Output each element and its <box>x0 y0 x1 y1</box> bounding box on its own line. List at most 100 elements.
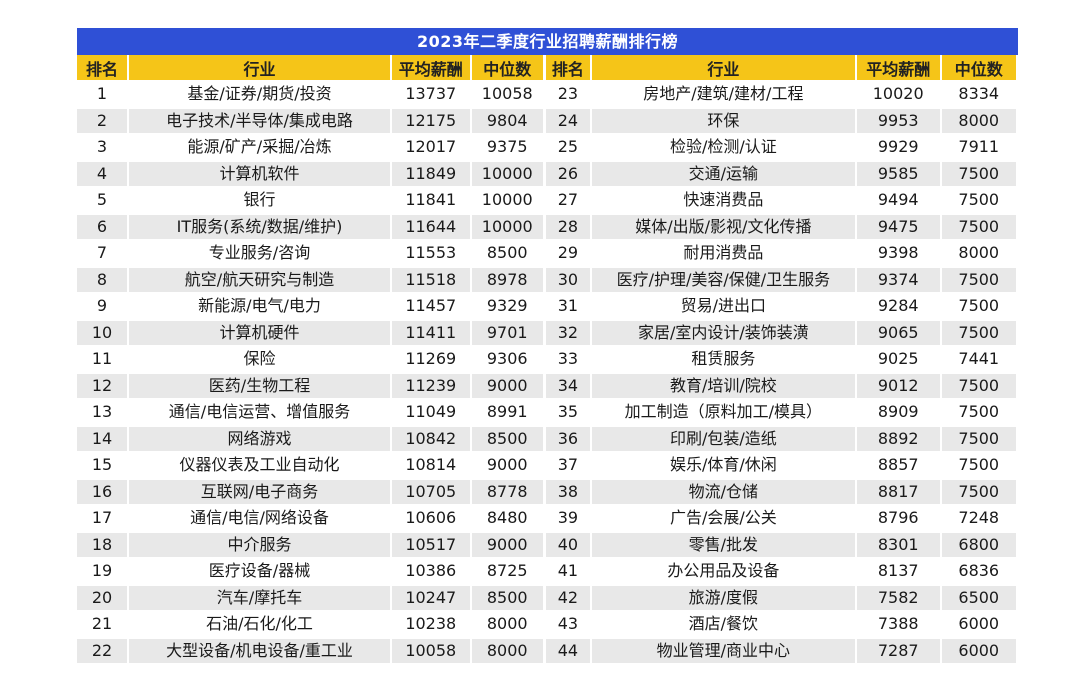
table-row: 3 能源/矿产/采掘/冶炼 12017 9375 25 检验/检测/认证 9929 7911 <box>77 135 1018 162</box>
cell-rank-left: 18 <box>77 532 129 559</box>
cell-rank-right: 39 <box>545 506 592 533</box>
cell-rank-right: 38 <box>545 479 592 506</box>
cell-avg-right: 8857 <box>856 453 942 480</box>
cell-median-right: 7500 <box>941 373 1018 400</box>
cell-avg-right: 9494 <box>856 188 942 215</box>
cell-rank-right: 32 <box>545 320 592 347</box>
cell-avg-right: 9953 <box>856 108 942 135</box>
cell-avg-left: 13737 <box>392 82 472 109</box>
cell-avg-left: 11239 <box>392 373 472 400</box>
cell-avg-right: 9929 <box>856 135 942 162</box>
header-median-left: 中位数 <box>471 55 546 82</box>
cell-rank-left: 7 <box>77 241 129 268</box>
cell-median-left: 10000 <box>471 161 546 188</box>
cell-avg-right: 8892 <box>856 426 942 453</box>
cell-avg-right: 9025 <box>856 347 942 374</box>
table-row: 5 银行 11841 10000 27 快速消费品 9494 7500 <box>77 188 1018 215</box>
cell-rank-left: 4 <box>77 161 129 188</box>
cell-avg-left: 11849 <box>392 161 472 188</box>
cell-median-left: 9701 <box>471 320 546 347</box>
table-row: 8 航空/航天研究与制造 11518 8978 30 医疗/护理/美容/保健/卫生服务 93… <box>77 267 1018 294</box>
cell-industry-left: 能源/矿产/采掘/冶炼 <box>128 135 393 162</box>
cell-median-right: 8000 <box>941 241 1018 268</box>
header-industry-left: 行业 <box>128 55 393 82</box>
cell-median-right: 8000 <box>941 108 1018 135</box>
cell-industry-right: 旅游/度假 <box>591 585 857 612</box>
table-row: 22 大型设备/机电设备/重工业 10058 8000 44 物业管理/商业中心 7287 6… <box>77 638 1018 665</box>
cell-median-left: 8480 <box>471 506 546 533</box>
ranking-table: 排名 行业 平均薪酬 中位数 排名 行业 平均薪酬 中位数 1 基金/证券/期货/… <box>77 55 1018 665</box>
cell-rank-left: 19 <box>77 559 129 586</box>
cell-median-right: 7500 <box>941 320 1018 347</box>
cell-avg-right: 9585 <box>856 161 942 188</box>
cell-avg-right: 10020 <box>856 82 942 109</box>
cell-avg-left: 10247 <box>392 585 472 612</box>
cell-industry-right: 快速消费品 <box>591 188 857 215</box>
cell-industry-right: 租赁服务 <box>591 347 857 374</box>
cell-industry-left: 新能源/电气/电力 <box>128 294 393 321</box>
cell-industry-left: 航空/航天研究与制造 <box>128 267 393 294</box>
cell-median-right: 7500 <box>941 453 1018 480</box>
table-row: 15 仪器仪表及工业自动化 10814 9000 37 娱乐/体育/休闲 8857 7500 <box>77 453 1018 480</box>
cell-rank-right: 27 <box>545 188 592 215</box>
table-row: 13 通信/电信运营、增值服务 11049 8991 35 加工制造（原料加工/模具） 89… <box>77 400 1018 427</box>
cell-industry-right: 媒体/出版/影视/文化传播 <box>591 214 857 241</box>
cell-industry-right: 广告/会展/公关 <box>591 506 857 533</box>
cell-rank-left: 15 <box>77 453 129 480</box>
cell-avg-right: 9398 <box>856 241 942 268</box>
cell-rank-right: 42 <box>545 585 592 612</box>
table-row: 10 计算机硬件 11411 9701 32 家居/室内设计/装饰装潢 9065 7500 <box>77 320 1018 347</box>
cell-industry-left: 计算机硬件 <box>128 320 393 347</box>
table-row: 7 专业服务/咨询 11553 8500 29 耐用消费品 9398 8000 <box>77 241 1018 268</box>
cell-avg-left: 11553 <box>392 241 472 268</box>
cell-rank-right: 44 <box>545 638 592 665</box>
cell-rank-left: 8 <box>77 267 129 294</box>
cell-median-right: 7500 <box>941 400 1018 427</box>
cell-median-right: 7500 <box>941 426 1018 453</box>
cell-industry-left: 通信/电信运营、增值服务 <box>128 400 393 427</box>
header-median-right: 中位数 <box>941 55 1018 82</box>
cell-industry-left: 银行 <box>128 188 393 215</box>
cell-avg-left: 10517 <box>392 532 472 559</box>
cell-avg-left: 11049 <box>392 400 472 427</box>
cell-avg-right: 9475 <box>856 214 942 241</box>
table-row: 14 网络游戏 10842 8500 36 印刷/包装/造纸 8892 7500 <box>77 426 1018 453</box>
cell-industry-left: 医疗设备/器械 <box>128 559 393 586</box>
cell-avg-right: 9374 <box>856 267 942 294</box>
cell-avg-left: 10842 <box>392 426 472 453</box>
table-row: 17 通信/电信/网络设备 10606 8480 39 广告/会展/公关 8796 7248 <box>77 506 1018 533</box>
cell-avg-left: 10386 <box>392 559 472 586</box>
cell-rank-left: 21 <box>77 612 129 639</box>
cell-avg-right: 8301 <box>856 532 942 559</box>
cell-rank-left: 2 <box>77 108 129 135</box>
header-row: 排名 行业 平均薪酬 中位数 排名 行业 平均薪酬 中位数 <box>77 55 1018 82</box>
cell-rank-right: 26 <box>545 161 592 188</box>
cell-industry-right: 贸易/进出口 <box>591 294 857 321</box>
cell-industry-left: 专业服务/咨询 <box>128 241 393 268</box>
cell-rank-right: 28 <box>545 214 592 241</box>
cell-rank-left: 13 <box>77 400 129 427</box>
cell-rank-left: 14 <box>77 426 129 453</box>
cell-median-left: 9306 <box>471 347 546 374</box>
cell-rank-left: 17 <box>77 506 129 533</box>
cell-industry-left: IT服务(系统/数据/维护) <box>128 214 393 241</box>
cell-avg-right: 9012 <box>856 373 942 400</box>
cell-avg-right: 9065 <box>856 320 942 347</box>
cell-median-right: 8334 <box>941 82 1018 109</box>
cell-median-left: 8500 <box>471 241 546 268</box>
table-row: 18 中介服务 10517 9000 40 零售/批发 8301 6800 <box>77 532 1018 559</box>
table-row: 4 计算机软件 11849 10000 26 交通/运输 9585 7500 <box>77 161 1018 188</box>
cell-avg-left: 11644 <box>392 214 472 241</box>
cell-rank-right: 40 <box>545 532 592 559</box>
cell-median-left: 9000 <box>471 373 546 400</box>
cell-rank-left: 16 <box>77 479 129 506</box>
table-row: 19 医疗设备/器械 10386 8725 41 办公用品及设备 8137 6836 <box>77 559 1018 586</box>
cell-rank-left: 12 <box>77 373 129 400</box>
cell-median-right: 6836 <box>941 559 1018 586</box>
cell-industry-right: 医疗/护理/美容/保健/卫生服务 <box>591 267 857 294</box>
cell-industry-left: 中介服务 <box>128 532 393 559</box>
cell-rank-right: 24 <box>545 108 592 135</box>
cell-avg-right: 8796 <box>856 506 942 533</box>
cell-industry-right: 家居/室内设计/装饰装潢 <box>591 320 857 347</box>
cell-rank-left: 9 <box>77 294 129 321</box>
